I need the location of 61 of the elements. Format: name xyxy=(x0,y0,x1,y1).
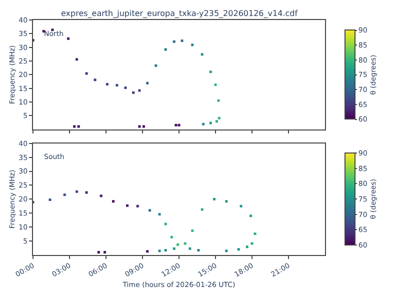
point xyxy=(146,250,149,253)
point xyxy=(73,125,76,128)
point xyxy=(97,250,100,254)
point xyxy=(240,204,242,208)
point xyxy=(138,125,141,128)
point xyxy=(202,122,205,126)
point xyxy=(200,53,204,56)
point xyxy=(170,236,173,238)
point xyxy=(148,209,152,212)
point xyxy=(142,125,145,128)
point xyxy=(250,214,252,218)
point xyxy=(215,120,218,123)
point xyxy=(116,84,118,87)
point xyxy=(174,124,178,126)
point xyxy=(85,72,88,75)
point xyxy=(154,64,158,67)
point xyxy=(246,246,248,248)
chart-title: expres_earth_jupiter_europa_txka-y235_20260126_v14.cdf xyxy=(61,9,298,18)
point xyxy=(104,250,106,254)
point xyxy=(136,204,139,208)
point xyxy=(225,250,228,252)
point xyxy=(48,198,52,201)
point xyxy=(197,249,200,252)
point xyxy=(172,247,176,250)
point xyxy=(191,44,194,46)
point xyxy=(191,229,194,232)
point xyxy=(164,222,167,226)
point xyxy=(132,91,135,94)
point xyxy=(178,124,180,126)
point xyxy=(112,200,115,203)
point xyxy=(94,78,96,82)
point xyxy=(76,190,78,193)
point xyxy=(67,37,70,40)
point xyxy=(106,82,108,86)
point xyxy=(209,70,212,74)
point xyxy=(164,249,167,252)
point xyxy=(217,99,220,102)
point xyxy=(237,248,240,251)
point xyxy=(176,243,180,246)
point xyxy=(63,193,66,196)
point xyxy=(85,191,88,194)
point xyxy=(218,116,220,120)
point xyxy=(213,198,216,200)
point xyxy=(184,242,186,245)
point xyxy=(164,48,167,51)
point xyxy=(158,213,161,216)
point xyxy=(188,247,192,250)
point xyxy=(77,125,80,128)
point xyxy=(172,40,176,43)
point xyxy=(250,242,254,245)
point xyxy=(126,204,129,207)
point xyxy=(180,40,184,42)
point xyxy=(200,208,204,211)
point xyxy=(254,232,256,236)
point xyxy=(158,250,161,252)
point xyxy=(209,122,212,124)
point xyxy=(138,89,141,92)
point xyxy=(146,82,149,84)
point xyxy=(100,194,102,198)
point xyxy=(76,58,78,61)
point xyxy=(225,200,228,203)
